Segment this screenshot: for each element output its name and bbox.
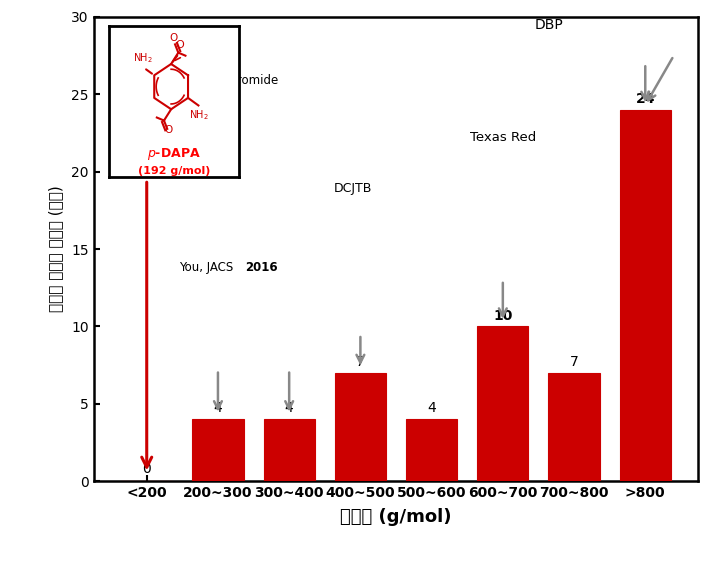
Text: 4: 4 (285, 401, 294, 415)
Text: 10: 10 (493, 308, 513, 323)
Text: 0: 0 (143, 462, 151, 477)
Text: 7: 7 (356, 355, 365, 369)
Text: DBP: DBP (535, 19, 564, 32)
Y-axis label: 보고된 적색광 발광체 (개수): 보고된 적색광 발광체 (개수) (48, 186, 63, 312)
Bar (406, 419, 457, 481)
Text: 7: 7 (570, 355, 578, 369)
Bar (549, 373, 600, 481)
Text: 4: 4 (214, 401, 222, 415)
Bar (264, 419, 315, 481)
Text: 2016: 2016 (245, 261, 278, 274)
Text: 4: 4 (427, 401, 436, 415)
Text: Ethidium Bromide: Ethidium Bromide (172, 74, 278, 87)
Text: 24: 24 (636, 92, 655, 106)
Bar (335, 373, 386, 481)
Bar (477, 327, 528, 481)
Bar (620, 110, 671, 481)
Text: You, JACS: You, JACS (179, 261, 237, 274)
X-axis label: 분자량 (g/mol): 분자량 (g/mol) (341, 508, 451, 526)
Text: DCJTB: DCJTB (334, 182, 372, 195)
Bar (192, 419, 243, 481)
Text: Texas Red: Texas Red (469, 131, 536, 144)
